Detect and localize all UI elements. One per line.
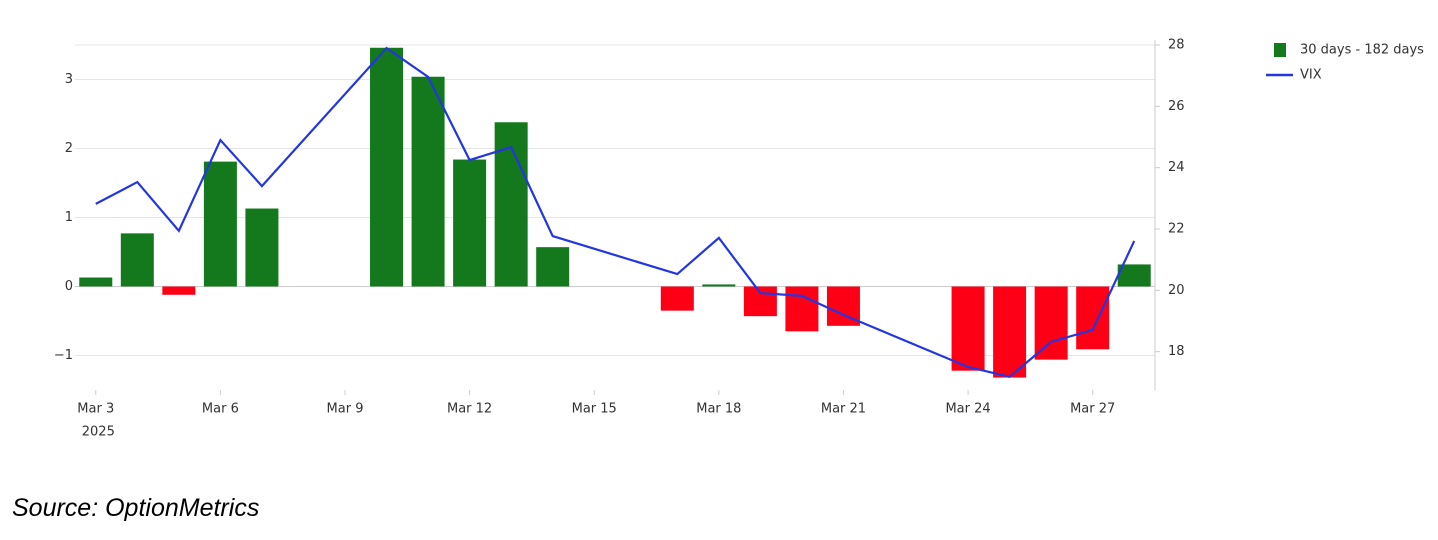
source-note: Source: OptionMetrics (12, 494, 260, 522)
x-tick-label: Mar 6 (202, 402, 239, 417)
y2-tick-label: 22 (1168, 222, 1185, 237)
bar (743, 286, 777, 317)
bar (1034, 286, 1068, 360)
bar (162, 286, 196, 295)
x-tick-label: Mar 12 (447, 402, 492, 417)
y-tick-label: 0 (65, 279, 73, 294)
bar (1076, 286, 1110, 350)
bar (702, 284, 736, 287)
bar (203, 161, 237, 287)
y2-tick-label: 20 (1168, 283, 1185, 298)
chart: −1 0 1 2 3 18 20 22 24 26 28 Mar 3 2025 Mar 6 Mar 9 Mar… (54, 38, 1424, 440)
x-tick-label: Mar 9 (327, 402, 364, 417)
x-tick-label: Mar 27 (1070, 402, 1115, 417)
x-tick-label: Mar 3 (77, 402, 114, 417)
bar (453, 159, 487, 287)
y-tick-label: 1 (65, 210, 73, 225)
bar (536, 247, 570, 287)
bar (993, 286, 1027, 378)
legend-swatch (1274, 43, 1286, 57)
x-tick-label: Mar 15 (572, 402, 617, 417)
bar (120, 233, 154, 287)
line (95, 46, 1136, 379)
legend-label: VIX (1300, 68, 1322, 83)
y-tick-label: −1 (54, 348, 73, 363)
x-tick-label: Mar 21 (821, 402, 866, 417)
bar (785, 286, 819, 332)
legend-label: 30 days - 182 days (1300, 43, 1424, 58)
y2-tick-label: 24 (1168, 160, 1185, 175)
x-tick-label: Mar 18 (696, 402, 741, 417)
bar (951, 286, 985, 371)
y-tick-label: 3 (65, 72, 73, 87)
bar (370, 47, 404, 287)
x-tick-label: Mar 24 (945, 402, 990, 417)
bar (79, 277, 113, 287)
bar (660, 286, 694, 311)
bar (245, 208, 279, 287)
y2-tick-label: 28 (1168, 38, 1185, 53)
y-tick-label: 2 (65, 141, 73, 156)
x-tick-sublabel: 2025 (82, 425, 115, 440)
bar (411, 76, 445, 287)
y2-tick-label: 26 (1168, 99, 1185, 114)
y2-tick-label: 18 (1168, 344, 1185, 359)
bar (1117, 264, 1151, 287)
